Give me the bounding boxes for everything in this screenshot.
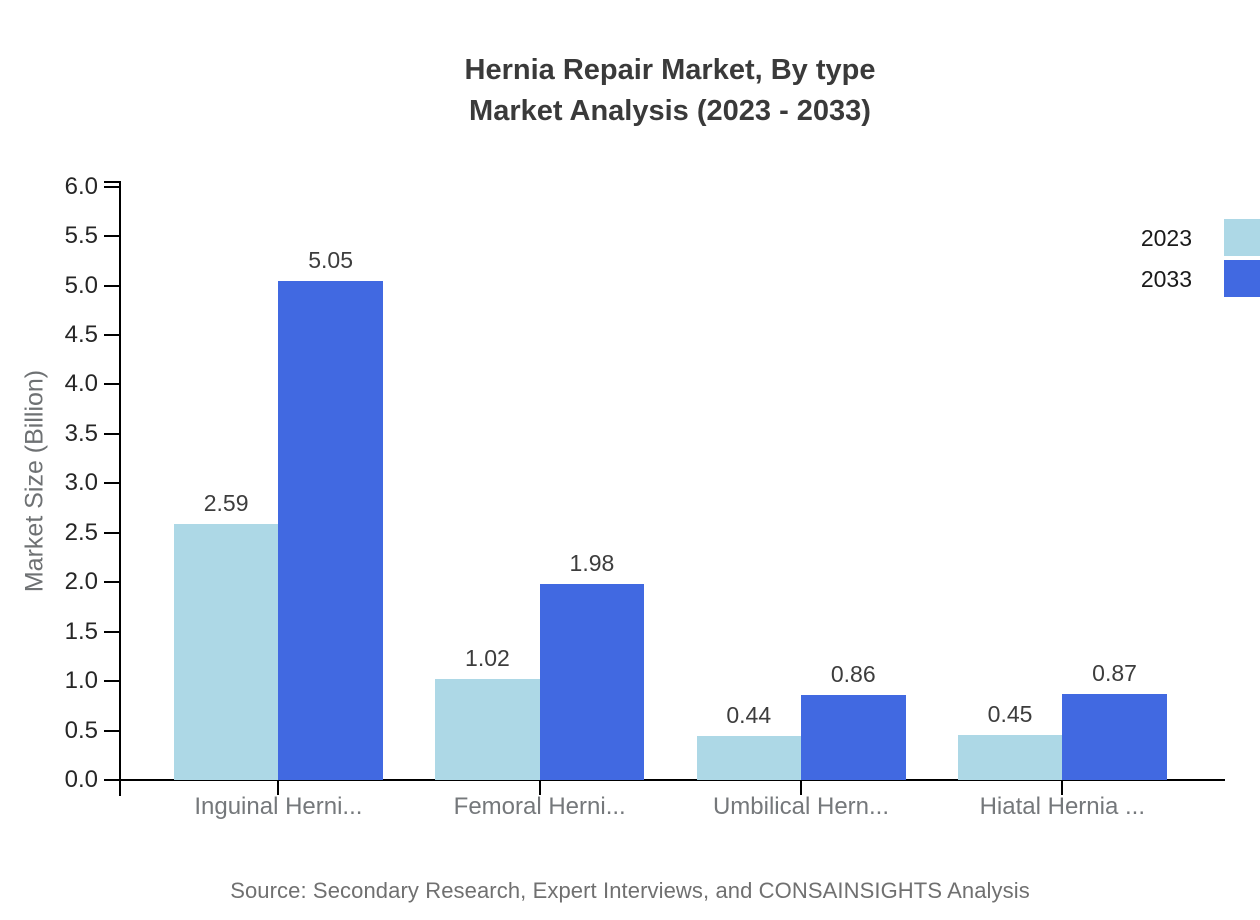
y-tick	[104, 680, 120, 683]
y-tick	[104, 235, 120, 238]
y-tick-label: 3.5	[64, 419, 98, 447]
category-label: Femoral Herni...	[453, 793, 626, 820]
value-label-2023-3: 0.45	[987, 701, 1033, 728]
chart-title-line2: Market Analysis (2023 - 2033)	[469, 95, 871, 127]
y-tick-label: 5.0	[64, 271, 98, 299]
y-tick-label: 5.5	[64, 222, 98, 250]
y-tick-label: 0.5	[64, 716, 98, 744]
x-tick	[1061, 781, 1064, 795]
chart-title-line1: Hernia Repair Market, By type	[464, 54, 876, 86]
bar-2023-3	[957, 735, 1063, 780]
y-tick	[104, 185, 120, 188]
y-tick-label: 2.0	[64, 568, 98, 596]
y-tick	[104, 284, 120, 287]
legend-label-2033: 2033	[1140, 265, 1192, 292]
y-tick	[104, 333, 120, 336]
bar-2033-0	[278, 280, 383, 780]
y-tick	[104, 779, 120, 781]
x-tick	[800, 781, 802, 795]
value-label-2033-0: 5.05	[308, 246, 354, 273]
bar-2023-0	[173, 523, 279, 780]
bar-2023-2	[696, 736, 801, 780]
value-label-2033-3: 0.87	[1092, 659, 1137, 686]
value-label-2033-1: 1.98	[569, 550, 615, 577]
value-label-2023-0: 2.59	[203, 489, 249, 516]
y-tick	[104, 729, 120, 732]
y-axis-top-cap	[104, 181, 121, 183]
y-tick	[104, 482, 120, 485]
y-tick-label: 4.5	[64, 320, 98, 348]
chart-title: Hernia Repair Market, By type Market Ana…	[120, 50, 1220, 132]
bar-2023-1	[435, 679, 540, 780]
value-label-2033-2: 0.86	[830, 660, 876, 687]
legend-swatch-2033	[1224, 259, 1260, 297]
y-tick	[104, 581, 120, 584]
y-tick-label: 1.5	[64, 617, 98, 645]
y-tick	[104, 531, 120, 534]
y-tick-label: 6.0	[64, 172, 98, 200]
y-tick-label: 3.0	[64, 469, 98, 497]
category-label: Hiatal Hernia ...	[979, 793, 1145, 820]
value-label-2023-2: 0.44	[726, 702, 772, 729]
source-note: Source: Secondary Research, Expert Inter…	[230, 878, 1030, 903]
y-tick	[104, 383, 120, 386]
y-tick-label: 0.0	[64, 766, 98, 793]
category-label: Umbilical Hern...	[712, 793, 890, 820]
category-label: Inguinal Herni...	[194, 793, 363, 820]
legend-label-2023: 2023	[1140, 225, 1192, 251]
bar-2033-2	[801, 694, 906, 780]
bar-2033-3	[1062, 693, 1167, 780]
y-axis-spine	[119, 181, 121, 796]
value-label-2023-1: 1.02	[465, 645, 510, 672]
x-tick	[538, 781, 541, 795]
x-tick	[277, 781, 280, 795]
y-tick	[104, 432, 120, 435]
y-tick-label: 2.5	[64, 518, 98, 546]
y-tick	[104, 630, 120, 633]
x-axis-spine	[104, 779, 1225, 781]
y-tick-label: 1.0	[64, 667, 98, 695]
y-tick-label: 4.0	[64, 370, 98, 398]
legend-swatch-2023	[1224, 219, 1260, 256]
bar-2033-1	[539, 584, 645, 780]
